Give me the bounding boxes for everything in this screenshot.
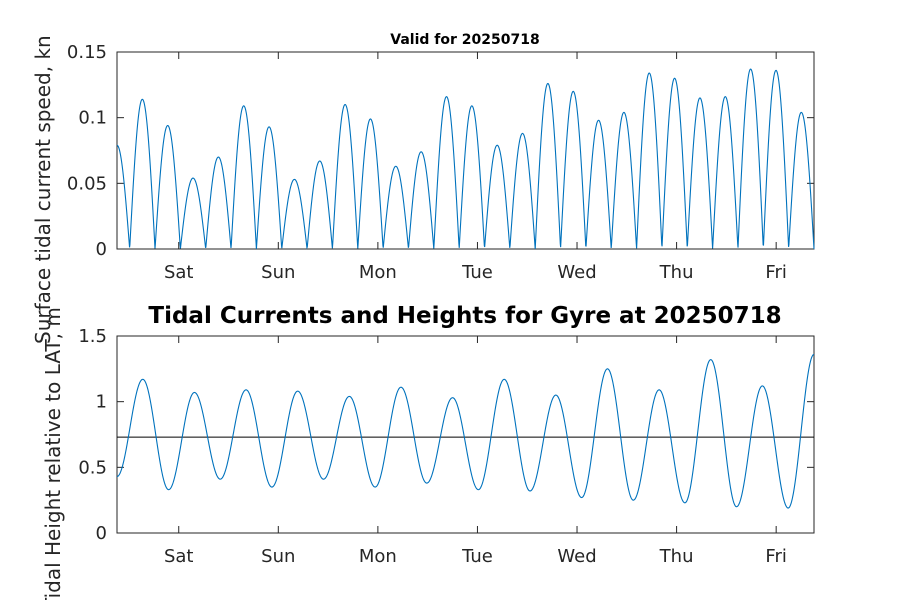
current-speed-x-ticks: Sat Sun Mon Tue Wed Thu Fri — [164, 52, 787, 283]
current-speed-y-tick-label: 0.1 — [78, 108, 107, 129]
current-speed-x-tick-label: Sun — [261, 262, 295, 283]
current-speed-series-line — [116, 68, 815, 250]
current-speed-y-axis-label: Surface tidal current speed, kn — [31, 35, 55, 344]
tidal-height-axes-box — [116, 335, 815, 534]
current-speed-x-tick-label: Fri — [765, 262, 786, 283]
tidal-height-x-tick-label: Fri — [765, 546, 786, 567]
tidal-height-y-ticks: 0 0.5 1 1.5 — [78, 326, 814, 544]
current-speed-x-tick-label: Sat — [164, 262, 194, 283]
tidal-height-y-tick-label: 1.5 — [78, 326, 107, 347]
current-speed-y-ticks: 0 0.05 0.1 0.15 — [67, 42, 814, 260]
current-speed-x-tick-label: Wed — [557, 262, 596, 283]
current-speed-axes-box — [116, 51, 815, 250]
tidal-height-y-tick-label: 1 — [96, 392, 107, 413]
tidal-height-y-tick-label: 0.5 — [78, 457, 107, 478]
tidal-height-x-tick-label: Mon — [359, 546, 397, 567]
tidal-height-x-tick-label: Sat — [164, 546, 194, 567]
current-speed-y-tick-label: 0.15 — [67, 42, 107, 63]
tidal-height-plot: Tidal Currents and Heights for Gyre at 2… — [78, 303, 815, 567]
tidal-height-x-ticks: Sat Sun Mon Tue Wed Thu Fri — [164, 336, 787, 567]
tidal-height-x-tick-label: Sun — [261, 546, 295, 567]
current-speed-x-tick-label: Thu — [659, 262, 694, 283]
tidal-height-series-line — [116, 353, 815, 509]
current-speed-plot: Valid for 20250718 0 0.05 0.1 0.15 Sat Sun Mo… — [67, 32, 815, 283]
tidal-height-x-tick-label: Wed — [557, 546, 596, 567]
tidal-height-x-tick-label: Thu — [659, 546, 694, 567]
current-speed-y-tick-label: 0 — [96, 239, 107, 260]
tidal-height-x-tick-label: Tue — [461, 546, 493, 567]
current-speed-title: Valid for 20250718 — [390, 32, 539, 48]
current-speed-x-tick-label: Tue — [461, 262, 493, 283]
tidal-height-y-axis-label: Tidal Height relative to LAT, m — [41, 307, 65, 600]
tidal-height-y-tick-label: 0 — [96, 523, 107, 544]
tidal-height-title: Tidal Currents and Heights for Gyre at 2… — [148, 303, 781, 329]
current-speed-x-tick-label: Mon — [359, 262, 397, 283]
current-speed-y-tick-label: 0.05 — [67, 173, 107, 194]
